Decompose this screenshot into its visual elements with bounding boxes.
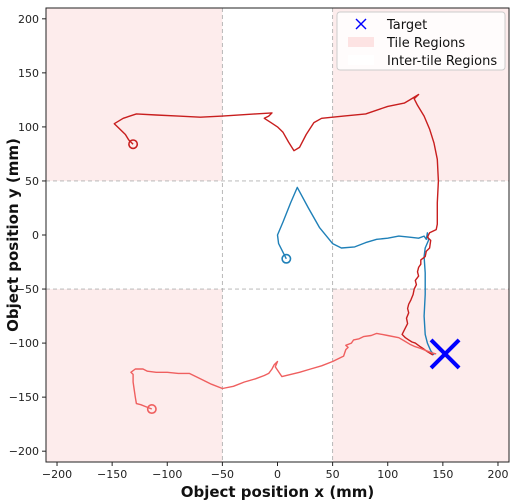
legend-label-2: Tile Regions (386, 36, 465, 51)
tile-region-4 (332, 289, 509, 462)
x-tick-label: −200 (42, 468, 72, 481)
tile-region-1 (46, 8, 223, 181)
y-tick-label: 150 (18, 67, 39, 80)
x-tick-label: 0 (274, 468, 281, 481)
x-tick-label: 150 (432, 468, 453, 481)
x-tick-label: 50 (326, 468, 340, 481)
target-marker-group (429, 338, 461, 370)
legend-box (336, 11, 506, 71)
target-marker-stroke-b (429, 338, 461, 370)
x-tick-label: 100 (377, 468, 398, 481)
y-tick-label: 50 (25, 175, 39, 188)
x-tick-label: −150 (97, 468, 127, 481)
trajectory-line-3 (130, 332, 437, 410)
trajectory-start-1 (281, 253, 292, 264)
tile-region-3 (46, 289, 223, 462)
y-tick-label: −150 (9, 391, 39, 404)
x-axis-title: Object position x (mm) (181, 483, 375, 501)
legend-swatch-2 (348, 37, 374, 47)
y-tick-label: −200 (9, 445, 39, 458)
y-tick-label: 200 (18, 13, 39, 26)
x-tick-label: −50 (211, 468, 234, 481)
y-tick-label: 100 (18, 121, 39, 134)
y-axis-title: Object position y (mm) (4, 138, 22, 332)
legend-swatch-3 (348, 55, 374, 65)
legend-label-1: Target (386, 18, 427, 33)
axis-ticks: −200 −150 −100 −50 0 50 100 150 200 −200 −150 −100 −… (9, 13, 509, 481)
x-tick-label: −100 (152, 468, 182, 481)
y-tick-label: 0 (32, 229, 39, 242)
y-tick-label: −100 (9, 337, 39, 350)
grid-lines (46, 8, 509, 462)
trajectory-line-2 (113, 93, 440, 356)
trajectory-line-1 (276, 186, 435, 356)
legend-target-marker-b (355, 18, 367, 30)
x-tick-label: 200 (487, 468, 508, 481)
trajectories (113, 93, 440, 415)
trajectory-start-3 (146, 404, 157, 415)
trajectory-start-2 (128, 139, 139, 150)
legend-label-3: Inter-tile Regions (387, 54, 497, 69)
y-tick-label: −50 (16, 283, 39, 296)
legend: Target Tile Regions Inter-tile Regions (336, 11, 506, 71)
